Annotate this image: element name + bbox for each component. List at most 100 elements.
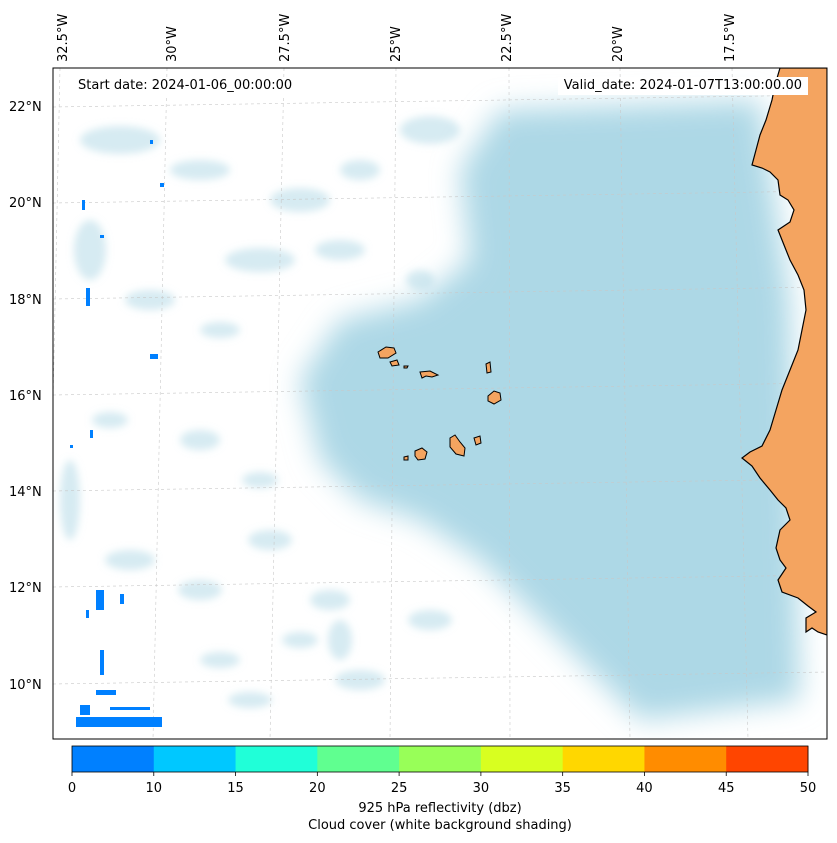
colorbar-tick-label: 45	[718, 781, 735, 796]
colorbar-tick-label: 25	[391, 781, 408, 796]
colorbar-tick-label: 40	[636, 781, 653, 796]
cloud-patch	[170, 160, 230, 180]
lon-label: 30°W	[165, 26, 180, 62]
cloud-cover-shading	[300, 100, 800, 720]
echo-cell	[120, 594, 124, 604]
colorbar-segment	[644, 746, 727, 772]
echo-cell	[160, 183, 164, 187]
lat-label: 10°N	[9, 678, 42, 693]
island-sal	[485, 361, 492, 374]
cloud-patch	[60, 460, 80, 540]
lat-label: 20°N	[9, 196, 42, 211]
island-maio	[473, 435, 482, 446]
echo-cell	[100, 235, 104, 238]
cloud-patch	[248, 530, 292, 550]
colorbar-segment	[153, 746, 237, 772]
colorbar-tick-label: 15	[227, 781, 244, 796]
lat-label: 14°N	[9, 485, 42, 500]
cloud-patch	[270, 188, 330, 212]
lon-label: 25°W	[389, 26, 404, 62]
echo-cell	[86, 610, 89, 618]
longitude-labels: 32.5°W 30°W 27.5°W 25°W 22.5°W 20°W 17.5…	[56, 14, 738, 62]
cloud-patch	[328, 620, 352, 660]
cloud-patch	[408, 610, 452, 630]
colorbar-segment	[562, 746, 645, 772]
colorbar-tick-label: 50	[800, 781, 817, 796]
echo-cell	[90, 430, 93, 438]
start-date-label: Start date: 2024-01-06_00:00:00	[72, 77, 299, 95]
lat-label: 18°N	[9, 293, 42, 308]
lon-label: 27.5°W	[278, 14, 293, 62]
lon-label: 32.5°W	[56, 14, 71, 62]
cloud-patch	[180, 430, 220, 450]
echo-cell	[70, 445, 73, 448]
colorbar-tick-label: 30	[473, 781, 490, 796]
island-santiago	[449, 434, 466, 457]
colorbar-tick-label: 20	[309, 781, 326, 796]
echo-cell	[76, 717, 162, 727]
cloud-patch	[340, 160, 380, 180]
cloud-patch	[310, 590, 350, 610]
cloud-patch	[406, 270, 434, 290]
cloud-patch	[242, 472, 278, 488]
island-sao-vicente	[389, 359, 400, 367]
colorbar-tick-label: 0	[68, 781, 76, 796]
cloud-patch	[178, 580, 222, 600]
lat-label: 12°N	[9, 581, 42, 596]
graticule	[53, 68, 827, 739]
cloud-patch	[400, 116, 460, 144]
cloud-patch	[200, 322, 240, 338]
africa-landmass	[741, 68, 827, 636]
echo-cell	[80, 705, 90, 715]
cloud-patch	[200, 652, 240, 668]
echo-cell	[150, 140, 153, 144]
island-santa-luzia	[403, 365, 409, 369]
cloud-patch	[225, 248, 295, 272]
echo-cell	[150, 354, 158, 359]
echo-cell	[86, 288, 90, 306]
cloud-patch	[315, 240, 365, 260]
lon-label: 22.5°W	[500, 14, 515, 62]
cape-verde-islands	[377, 346, 502, 461]
lat-label: 16°N	[9, 389, 42, 404]
cloud-patch	[228, 692, 272, 708]
echo-cell	[96, 690, 116, 695]
cloud-patch	[74, 220, 106, 280]
island-santo-antao	[377, 346, 397, 359]
colorbar	[72, 746, 809, 772]
echo-cell	[96, 590, 104, 610]
island-brava	[403, 455, 409, 461]
valid-date-label: Valid_date: 2024-01-07T13:00:00.00	[557, 77, 808, 95]
colorbar-segment	[317, 746, 400, 772]
map-area	[53, 68, 827, 739]
latitude-labels: 22°N 20°N 18°N 16°N 14°N 12°N 10°N	[9, 100, 42, 693]
colorbar-segment	[399, 746, 482, 772]
reflectivity-echoes	[70, 140, 164, 727]
map-frame	[52, 67, 828, 740]
colorbar-tick-label: 10	[146, 781, 163, 796]
echo-cell	[82, 200, 85, 210]
colorbar-segment	[235, 746, 318, 772]
colorbar-segment	[72, 746, 155, 772]
cloud-patch	[105, 550, 155, 570]
island-fogo	[414, 447, 428, 461]
colorbar-subtitle: Cloud cover (white background shading)	[308, 818, 572, 833]
island-boa-vista	[487, 390, 502, 405]
colorbar-title: 925 hPa reflectivity (dbz)	[358, 801, 522, 816]
colorbar-ticks: 0 10 15 20 25 30 35 40 45 50	[68, 772, 816, 796]
cloud-patch	[335, 670, 385, 690]
cloud-patch	[282, 632, 318, 648]
colorbar-tick-label: 35	[554, 781, 571, 796]
cloud-patch	[80, 126, 160, 154]
echo-cell	[100, 650, 104, 675]
cloud-patches	[60, 116, 460, 708]
cloud-patch	[92, 412, 128, 428]
colorbar-segment	[480, 746, 564, 772]
lat-label: 22°N	[9, 100, 42, 115]
colorbar-segment	[726, 746, 809, 772]
colorbar-frame	[71, 745, 809, 773]
lon-label: 20°W	[611, 26, 626, 62]
echo-cell	[110, 707, 150, 710]
lon-label: 17.5°W	[723, 14, 738, 62]
